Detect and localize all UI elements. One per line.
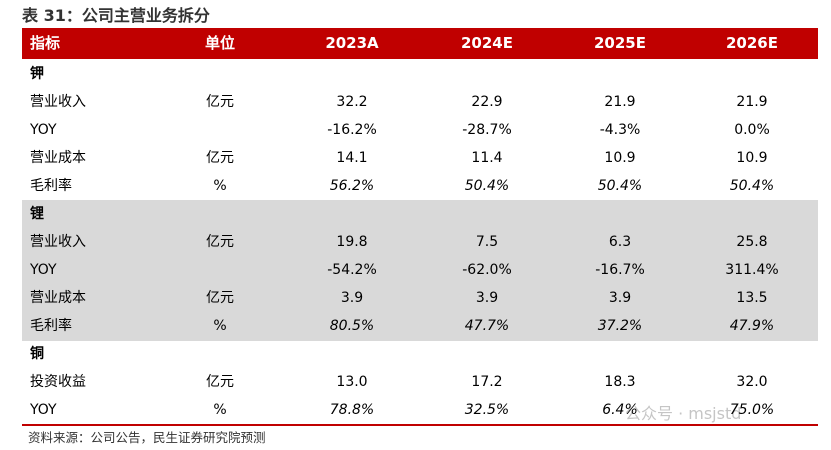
table-cell: -16.7%: [595, 262, 645, 278]
table-cell: 0.0%: [734, 122, 770, 138]
table-cell: 3.9: [475, 290, 499, 306]
table-cell: 47.7%: [464, 318, 510, 334]
table-cell: 75.0%: [729, 402, 775, 418]
table-cell: 50.4%: [729, 178, 775, 194]
table-cell: 47.9%: [729, 318, 775, 334]
table-cell: 6.4%: [602, 402, 638, 418]
table-cell: 78.8%: [329, 402, 375, 418]
table-cell: 18.3: [604, 374, 636, 390]
table-cell: 亿元: [206, 290, 234, 306]
table-cell: 56.2%: [329, 178, 375, 194]
header-cell: 2026E: [726, 34, 778, 52]
section-label: 铜: [30, 346, 44, 362]
table-cell: 10.9: [604, 150, 636, 166]
row-label: YOY: [30, 122, 57, 138]
table-cell: 50.4%: [464, 178, 510, 194]
table-cell: -4.3%: [599, 122, 641, 138]
table-cell: 21.9: [736, 94, 768, 110]
table-cell: -62.0%: [462, 262, 512, 278]
section-label: 锂: [30, 206, 44, 222]
table-cell: %: [213, 318, 227, 334]
table-cell: 80.5%: [329, 318, 375, 334]
row-label: 投资收益: [30, 374, 86, 390]
row-label: YOY: [30, 262, 57, 278]
source-note: 资料来源：公司公告，民生证券研究院预测: [28, 430, 266, 445]
row-label: 毛利率: [30, 178, 72, 194]
table-cell: 14.1: [336, 150, 368, 166]
table-cell: 25.8: [736, 234, 768, 250]
table-cell: 32.2: [336, 94, 368, 110]
header-cell: 单位: [204, 34, 235, 52]
table-cell: 亿元: [206, 374, 234, 390]
section-label: 钾: [30, 66, 44, 82]
table-cell: 311.4%: [725, 262, 779, 278]
table-cell: 11.4: [471, 150, 503, 166]
table-cell: 50.4%: [597, 178, 643, 194]
table-cell: 亿元: [206, 150, 234, 166]
table-cell: 3.9: [608, 290, 632, 306]
table-cell: 亿元: [206, 234, 234, 250]
table-cell: 6.3: [608, 234, 632, 250]
table-cell: 10.9: [736, 150, 768, 166]
table-cell: 13.0: [336, 374, 368, 390]
row-label: 营业收入: [30, 234, 86, 250]
table-cell: 3.9: [340, 290, 364, 306]
table-cell: %: [213, 402, 227, 418]
header-cell: 2024E: [461, 34, 513, 52]
table-cell: 7.5: [475, 234, 499, 250]
bottom-rule: [22, 424, 818, 426]
table-cell: 21.9: [604, 94, 636, 110]
header-cell: 2025E: [594, 34, 646, 52]
header-cell: 2023A: [325, 34, 379, 52]
row-label: 毛利率: [30, 318, 72, 334]
table-cell: 17.2: [471, 374, 503, 390]
table-cell: -28.7%: [462, 122, 512, 138]
table-cell: -54.2%: [327, 262, 377, 278]
table-cell: 13.5: [736, 290, 768, 306]
row-label: 营业成本: [30, 290, 86, 306]
section-band: [22, 200, 818, 341]
table-header: 指标 单位 2023A 2024E 2025E 2026E: [22, 28, 818, 59]
row-label: YOY: [30, 402, 57, 418]
row-label: 营业成本: [30, 150, 86, 166]
row-label: 营业收入: [30, 94, 86, 110]
watermark: 公众号 · msjstd: [625, 404, 742, 423]
table-cell: 22.9: [471, 94, 503, 110]
table-cell: 19.8: [336, 234, 368, 250]
table-cell: 32.5%: [464, 402, 510, 418]
table-cell: -16.2%: [327, 122, 377, 138]
table-title: 表 31：公司主营业务拆分: [22, 6, 210, 25]
table-cell: 32.0: [736, 374, 768, 390]
table-cell: %: [213, 178, 227, 194]
table-cell: 37.2%: [597, 318, 643, 334]
table-cell: 亿元: [206, 94, 234, 110]
header-cell: 指标: [30, 34, 61, 52]
